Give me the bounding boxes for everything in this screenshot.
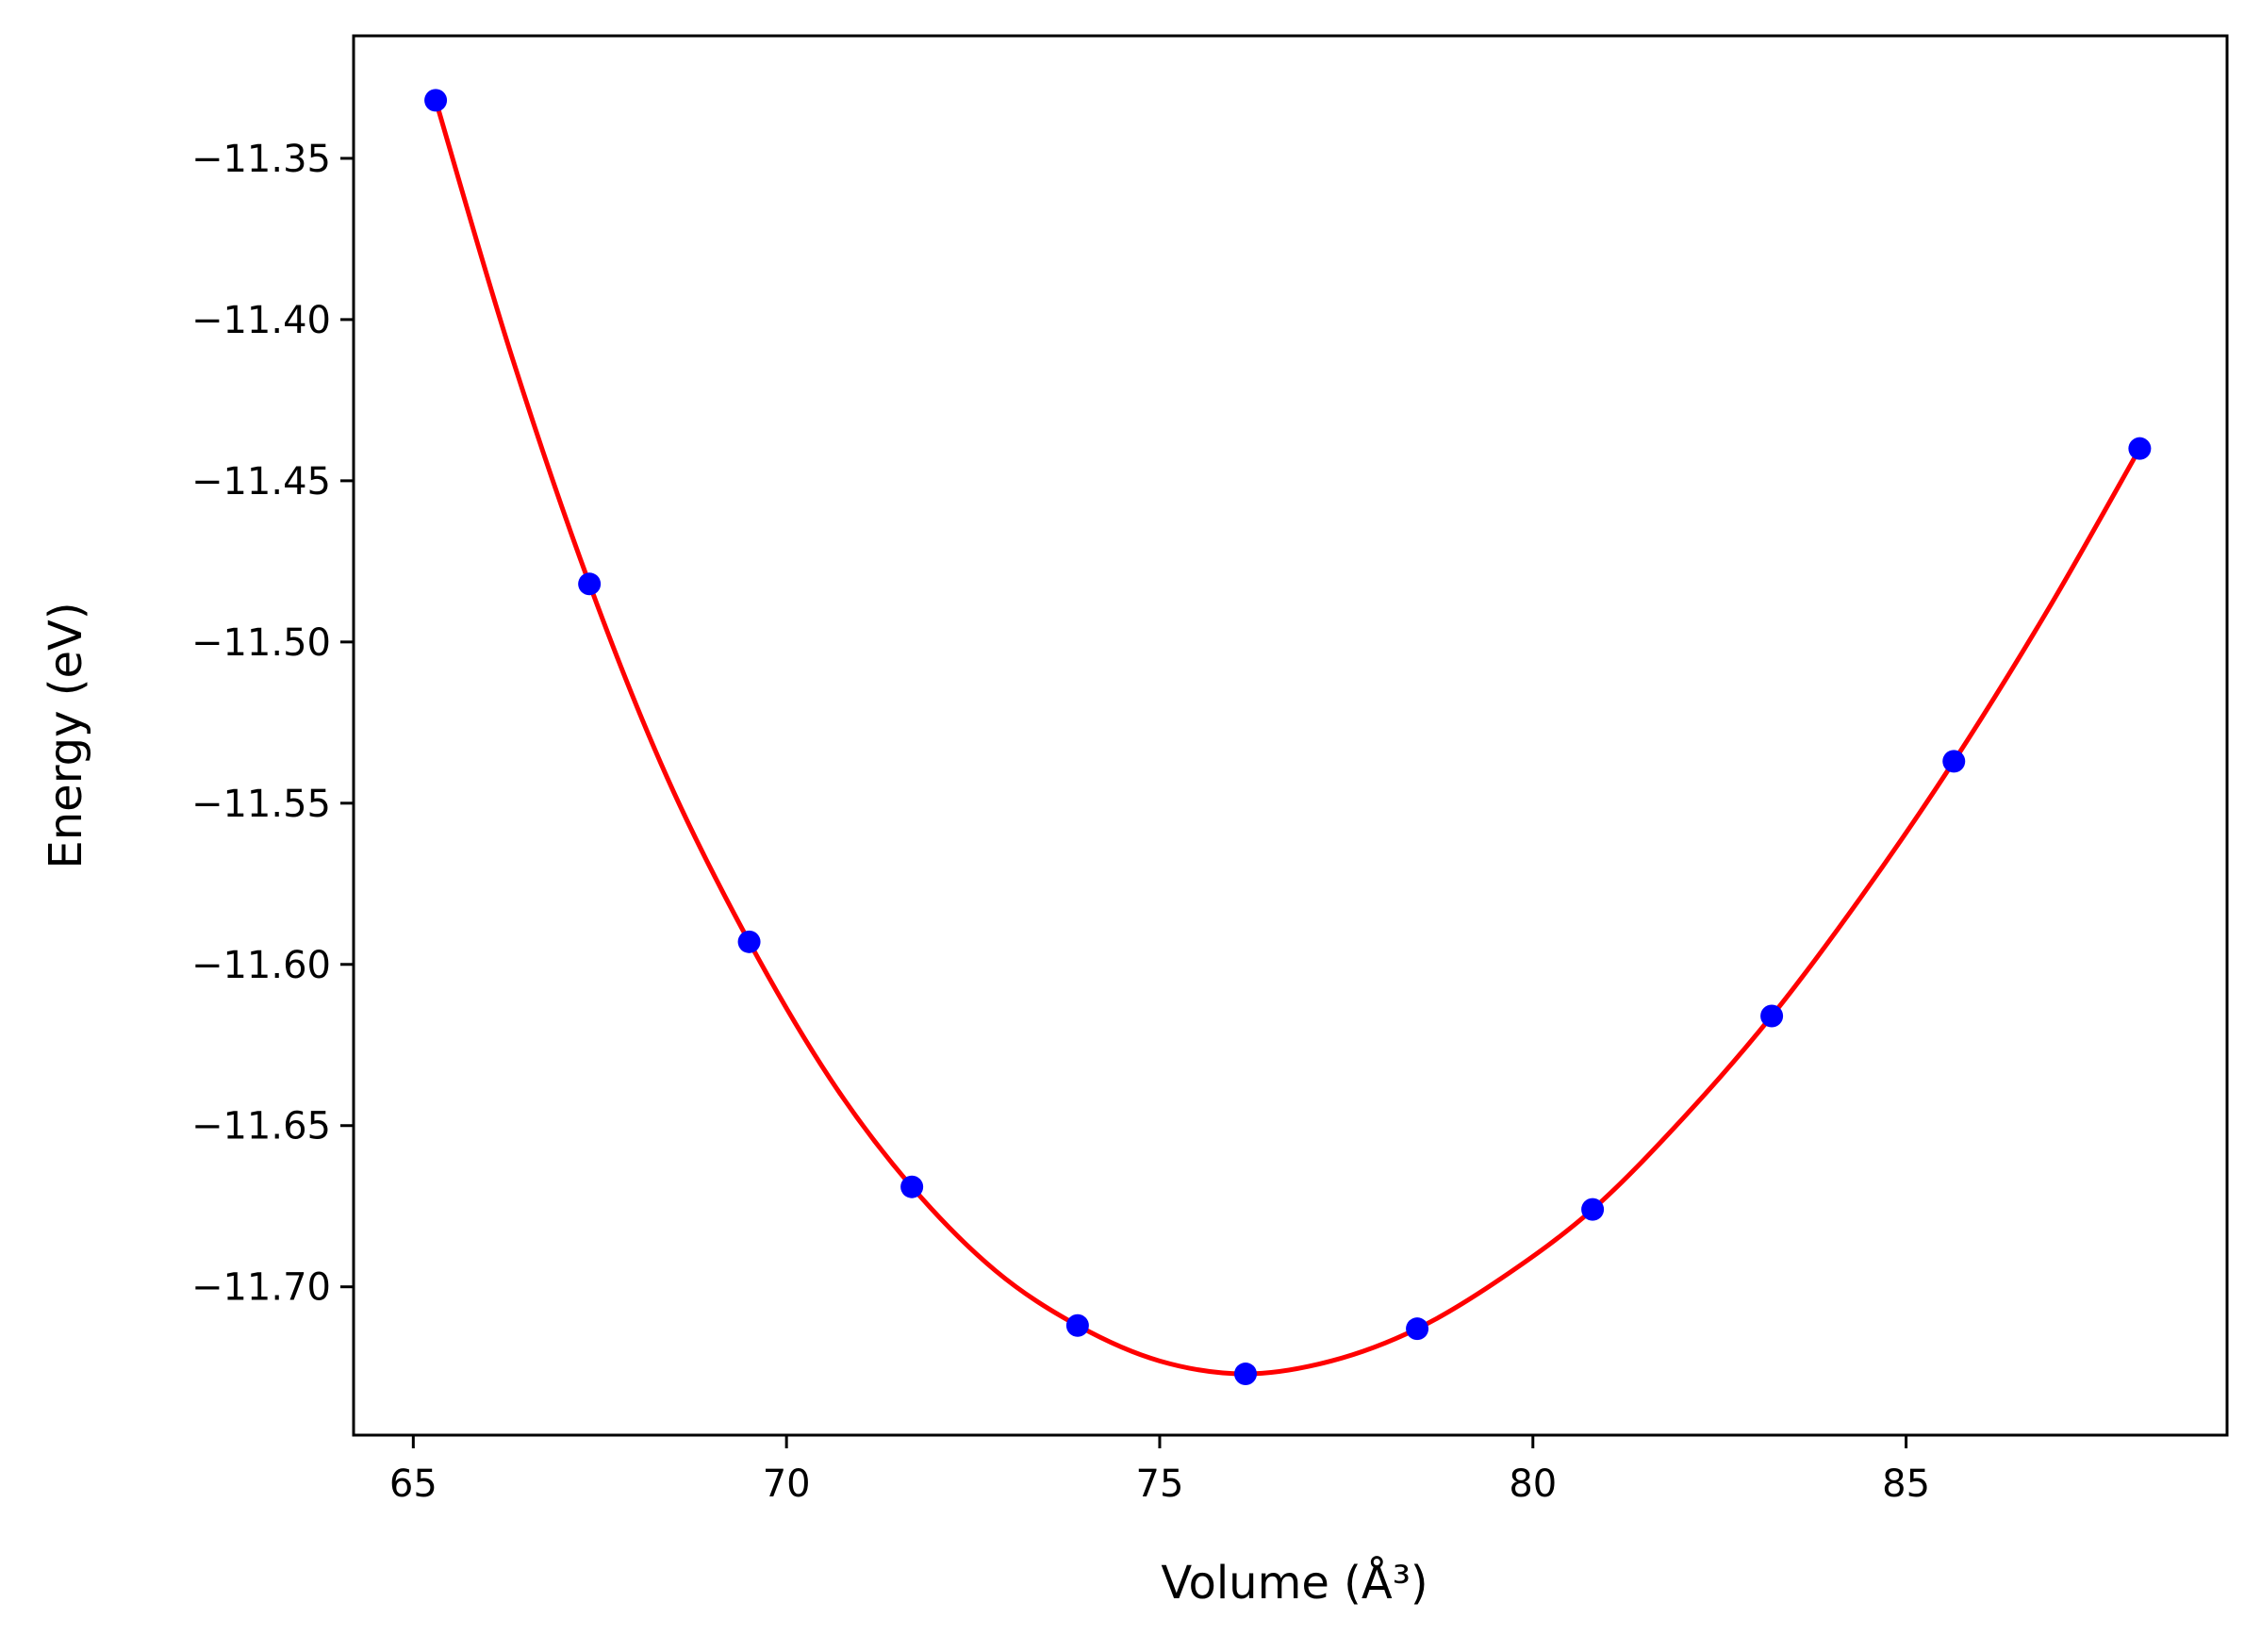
y-tick-label: −11.70 bbox=[191, 1266, 331, 1310]
y-tick-label: −11.45 bbox=[191, 460, 331, 504]
data-point bbox=[1581, 1198, 1605, 1221]
fit-curve bbox=[433, 97, 2142, 1377]
x-tick-label: 65 bbox=[389, 1462, 437, 1506]
data-point bbox=[1406, 1317, 1429, 1341]
data-point bbox=[2128, 437, 2152, 460]
data-point bbox=[1942, 750, 1966, 773]
x-tick-label: 85 bbox=[1882, 1462, 1930, 1506]
data-point bbox=[578, 572, 602, 596]
y-tick-label: −11.55 bbox=[191, 783, 331, 826]
data-point bbox=[1065, 1313, 1089, 1337]
y-tick-label: −11.35 bbox=[191, 138, 331, 181]
y-tick-label: −11.60 bbox=[191, 944, 331, 987]
x-tick-label: 80 bbox=[1509, 1462, 1557, 1506]
data-point bbox=[1234, 1363, 1258, 1386]
plot-area-frame bbox=[352, 34, 2229, 1437]
y-tick-label: −11.65 bbox=[191, 1105, 331, 1148]
x-axis-label: Volume (Å³) bbox=[1161, 1556, 1428, 1610]
x-tick-label: 75 bbox=[1136, 1462, 1184, 1506]
data-point bbox=[900, 1175, 924, 1198]
y-tick-label: −11.50 bbox=[191, 621, 331, 665]
x-tick-label: 70 bbox=[763, 1462, 811, 1506]
y-tick-label: −11.40 bbox=[191, 299, 331, 342]
data-point bbox=[737, 930, 761, 953]
data-point bbox=[1760, 1004, 1784, 1028]
data-point bbox=[424, 89, 448, 112]
y-axis-label: Energy (eV) bbox=[40, 602, 92, 868]
